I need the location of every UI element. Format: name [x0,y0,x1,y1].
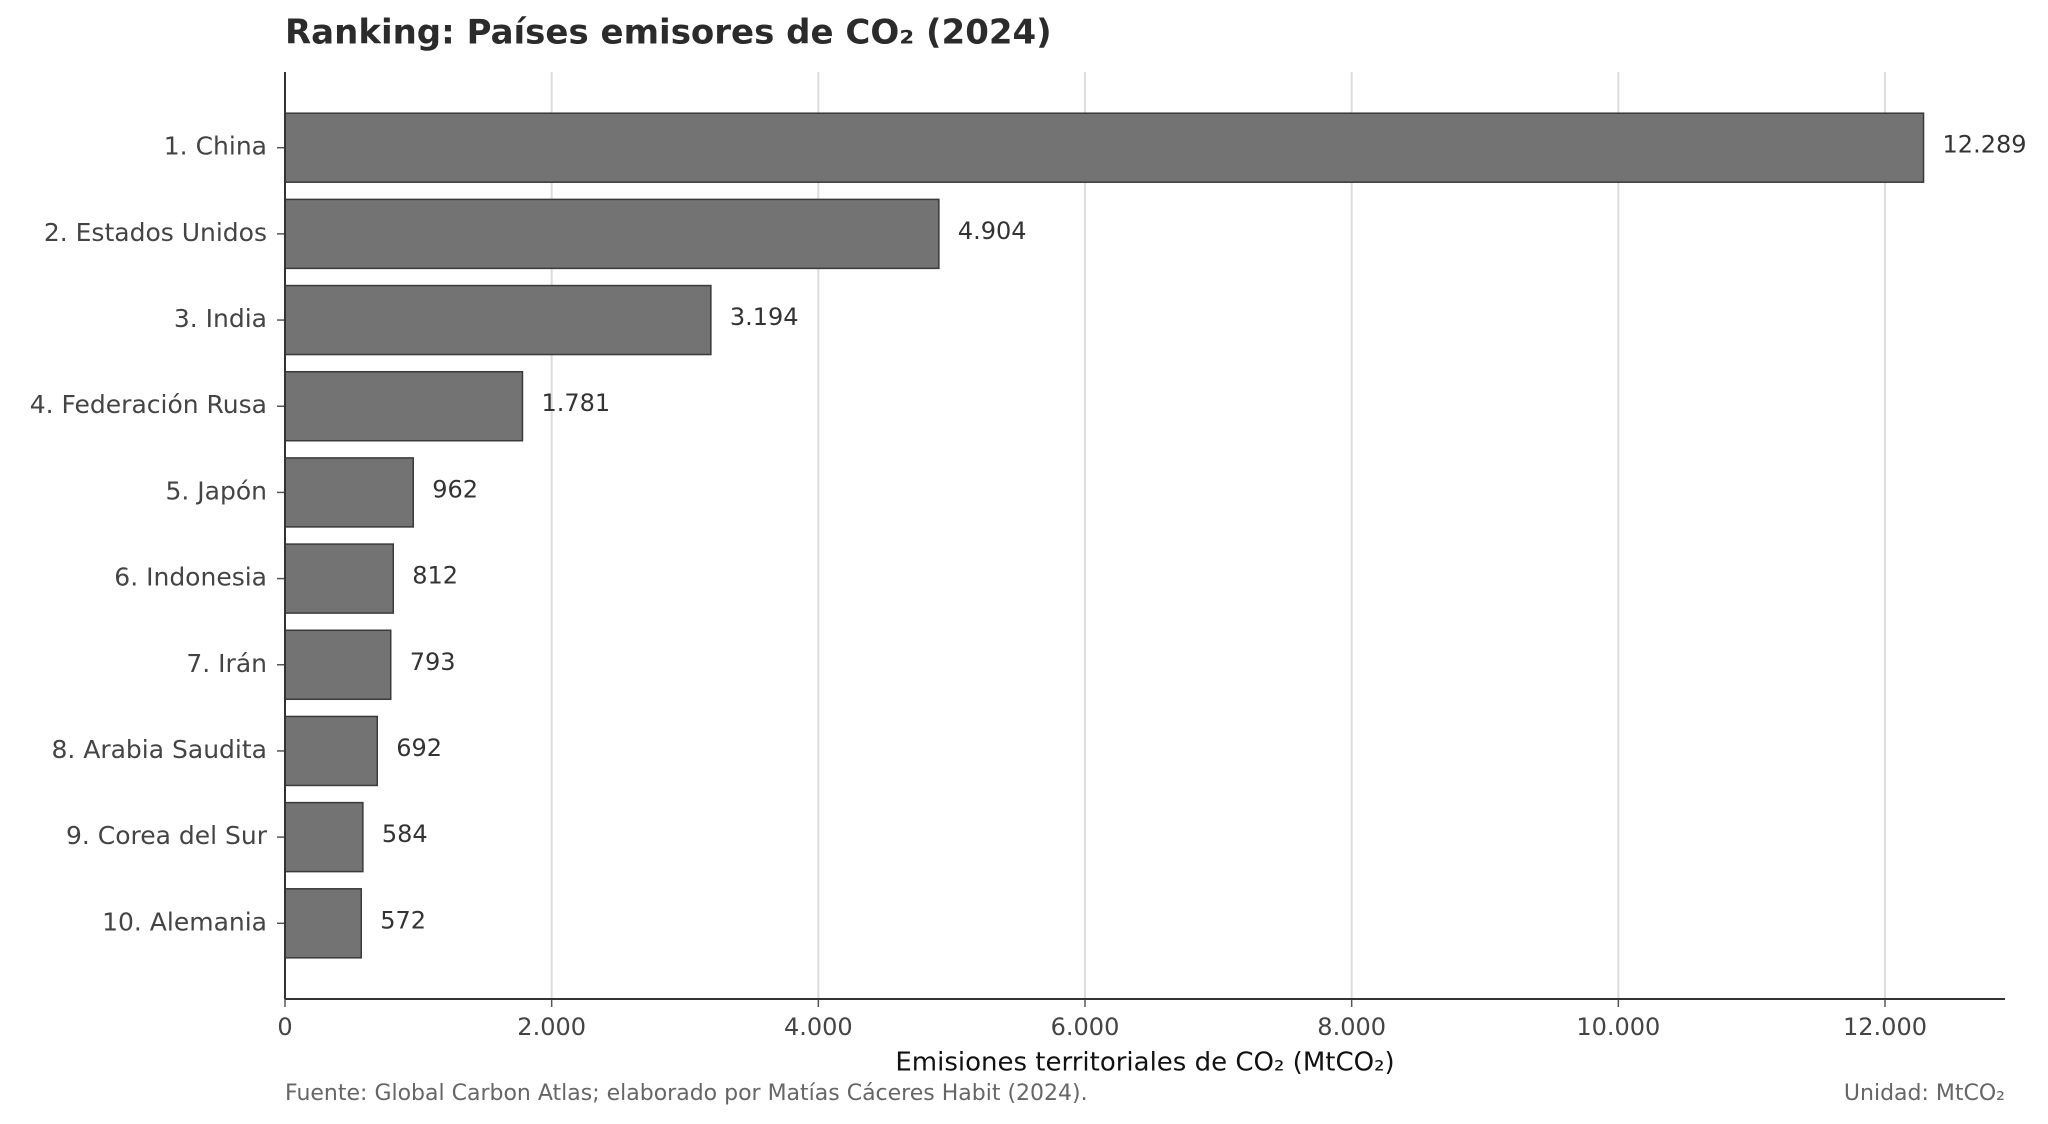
bar [284,888,363,959]
value-label: 812 [412,562,458,590]
bar [284,284,712,356]
unit-note: Unidad: MtCO₂ [1844,1081,2005,1106]
y-tick-label: 6. Indonesia [114,563,267,592]
y-tick-label: 1. China [164,132,267,161]
value-label: 692 [396,734,442,762]
x-tick-label: 6.000 [1051,1013,1120,1041]
y-tick-label: 2. Estados Unidos [44,218,267,247]
x-tick-label: 10.000 [1576,1013,1660,1041]
bar [284,112,1925,183]
y-tick-label: 3. India [174,304,267,333]
y-tick-label: 8. Arabia Saudita [51,735,267,764]
bar [284,370,524,442]
x-tick-label: 0 [277,1013,292,1041]
bar [284,457,415,528]
bar [284,801,364,873]
y-tick-label: 4. Federación Rusa [30,390,267,419]
bar [284,543,395,614]
y-tick-label: 9. Corea del Sur [66,821,268,850]
bar [284,715,379,787]
y-tick-label: 5. Japón [165,476,267,505]
x-axis-label: Emisiones territoriales de CO₂ (MtCO₂) [895,1048,1394,1078]
value-label: 1.781 [541,389,610,417]
value-label: 12.289 [1943,131,2027,159]
value-label: 4.904 [958,217,1027,245]
x-tick-label: 2.000 [517,1013,586,1041]
y-tick-label: 7. Irán [186,649,267,678]
chart-title: Ranking: Países emisores de CO₂ (2024) [285,13,1052,53]
bar [284,198,940,270]
bar [284,629,392,701]
x-tick-label: 4.000 [784,1013,853,1041]
value-label: 572 [380,906,426,934]
y-tick-label: 10. Alemania [102,907,267,936]
value-label: 3.194 [730,303,799,331]
value-label: 962 [432,475,478,503]
value-label: 584 [382,820,428,848]
value-label: 793 [410,648,456,676]
x-tick-label: 12.000 [1843,1013,1927,1041]
x-tick-label: 8.000 [1317,1013,1386,1041]
source-note: Fuente: Global Carbon Atlas; elaborado p… [285,1081,1088,1106]
